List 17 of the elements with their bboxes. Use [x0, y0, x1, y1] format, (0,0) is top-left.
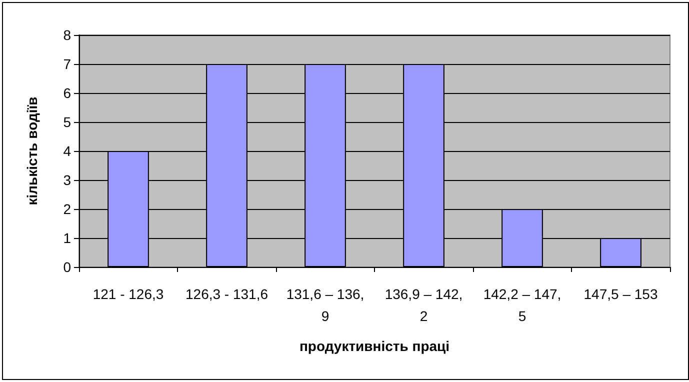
x-tick-label: 136,9 – 142,2	[384, 286, 463, 324]
y-tick-label: 1	[63, 230, 72, 246]
y-tick-label: 7	[63, 56, 72, 72]
y-axis-title: кількість водіїв	[24, 96, 40, 206]
y-tick-label: 4	[63, 143, 72, 159]
x-tick-label: 126,3 - 131,6	[185, 286, 268, 302]
x-tick-label: 121 - 126,3	[92, 286, 164, 302]
y-tick-label: 2	[63, 201, 72, 217]
y-tick-label: 0	[63, 259, 72, 275]
y-tick-label: 5	[63, 114, 72, 130]
x-tick-label: 142,2 – 147,5	[483, 286, 562, 324]
y-tick-label: 8	[63, 27, 72, 43]
x-axis-title: продуктивність праці	[299, 338, 450, 354]
x-tick-label: 147,5 – 153	[584, 286, 658, 302]
y-tick-label: 6	[63, 85, 72, 101]
y-tick-label: 3	[63, 172, 72, 188]
x-tick-label: 131,6 – 136,9	[286, 286, 364, 324]
